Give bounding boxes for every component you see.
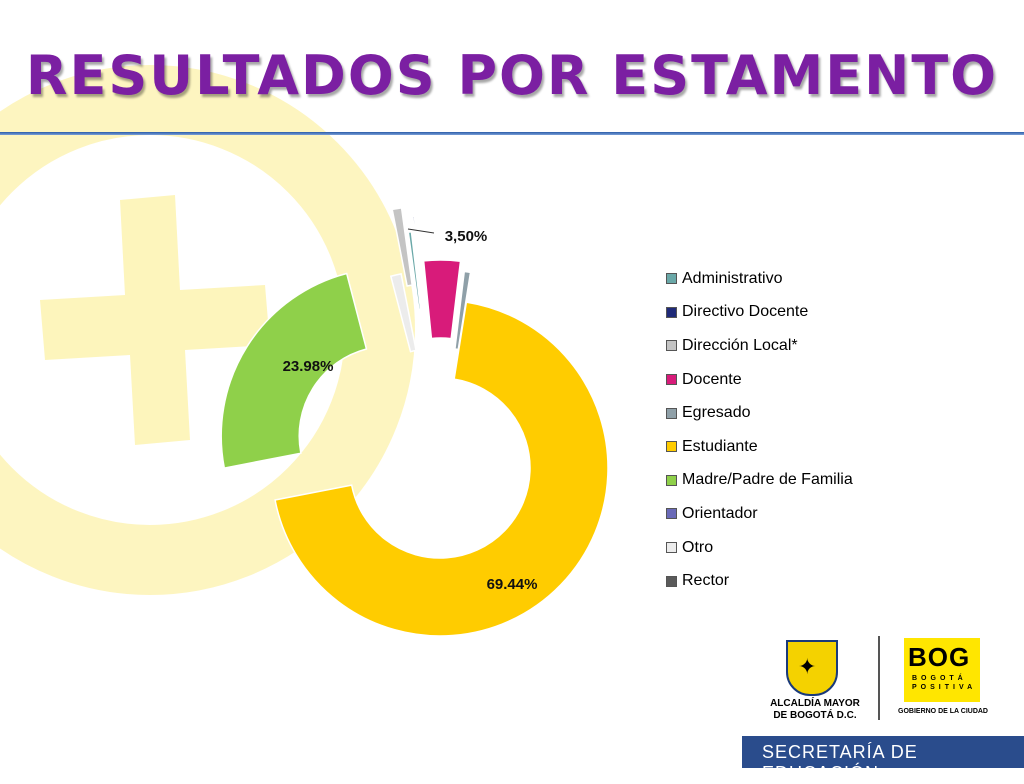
- slice-directivo-docente: [411, 215, 423, 295]
- title-divider: [0, 132, 1024, 135]
- legend-swatch: [666, 575, 677, 587]
- slice-direccion-local: [391, 207, 414, 287]
- legend-item-docente: Docente: [666, 363, 853, 397]
- legend-swatch: [666, 441, 677, 453]
- bogota-positiva-logo: BOG BOGOTÁ POSITIVA: [904, 638, 980, 702]
- bog-logo-text: BOG: [908, 642, 971, 672]
- legend-item-direccion-local: Dirección Local*: [666, 329, 853, 363]
- legend-swatch: [666, 407, 677, 419]
- legend-item-estudiante: Estudiante: [666, 430, 853, 464]
- bogota-coat-of-arms-icon: ✦: [786, 640, 838, 696]
- legend-item-otro: Otro: [666, 531, 853, 565]
- slice-madre-padre-de-familia: [220, 272, 368, 469]
- legend-swatch: [666, 508, 677, 520]
- footer-text: SECRETARÍA DE EDUCACIÓN: [762, 742, 918, 783]
- data-label-madre-padre-de-familia: 23.98%: [283, 358, 334, 375]
- chart-legend: Administrativo Directivo Docente Dirección…: [666, 262, 853, 598]
- legend-label: Administrativo: [682, 269, 783, 287]
- legend-label: Orientador: [682, 504, 758, 522]
- slice-otro: [389, 272, 417, 353]
- footer-bar: SECRETARÍA DE EDUCACIÓN: [742, 736, 1024, 783]
- eagle-icon: ✦: [798, 654, 817, 679]
- gobierno-logo-text: GOBIERNO DE LA CIUDAD: [898, 708, 988, 715]
- slice-estudiante: [274, 301, 609, 637]
- alcaldia-logo-text: ALCALDÍA MAYOR DE BOGOTÁ D.C.: [770, 698, 860, 721]
- legend-label: Rector: [682, 572, 730, 590]
- legend-item-directivo-docente: Directivo Docente: [666, 296, 853, 330]
- legend-swatch: [666, 306, 677, 318]
- legend-swatch: [666, 340, 677, 352]
- legend-item-madre-padre-de-familia: Madre/Padre de Familia: [666, 464, 853, 498]
- legend-label: Madre/Padre de Familia: [682, 471, 853, 489]
- legend-label: Otro: [682, 538, 714, 556]
- legend-label: Directivo Docente: [682, 303, 809, 321]
- legend-swatch: [666, 474, 677, 486]
- slice-administrativo: [407, 230, 422, 311]
- data-label-estudiante: 69.44%: [487, 576, 538, 593]
- slice-docente: [422, 259, 462, 340]
- legend-item-administrativo: Administrativo: [666, 262, 853, 296]
- legend-item-rector: Rector: [666, 564, 853, 598]
- page-title: RESULTADOS POR ESTAMENTO: [25, 44, 999, 107]
- background-plus-decoration: [0, 65, 415, 595]
- legend-item-egresado: Egresado: [666, 396, 853, 430]
- logo-divider: [878, 636, 880, 720]
- legend-swatch: [666, 273, 677, 285]
- bog-logo-subtext: BOGOTÁ POSITIVA: [912, 675, 977, 691]
- legend-label: Estudiante: [682, 437, 758, 455]
- donut-chart: 3,50% 69.44% 23.98%: [220, 207, 609, 637]
- legend-label: Docente: [682, 370, 742, 388]
- legend-label: Dirección Local*: [682, 336, 798, 354]
- data-label-docente: 3,50%: [445, 228, 488, 245]
- legend-swatch: [666, 542, 677, 554]
- label-leader-line: [407, 228, 435, 234]
- legend-label: Egresado: [682, 404, 751, 422]
- logos-area: ✦ ALCALDÍA MAYOR DE BOGOTÁ D.C. BOG BOGO…: [760, 636, 990, 726]
- legend-item-orientador: Orientador: [666, 497, 853, 531]
- legend-swatch: [666, 374, 677, 386]
